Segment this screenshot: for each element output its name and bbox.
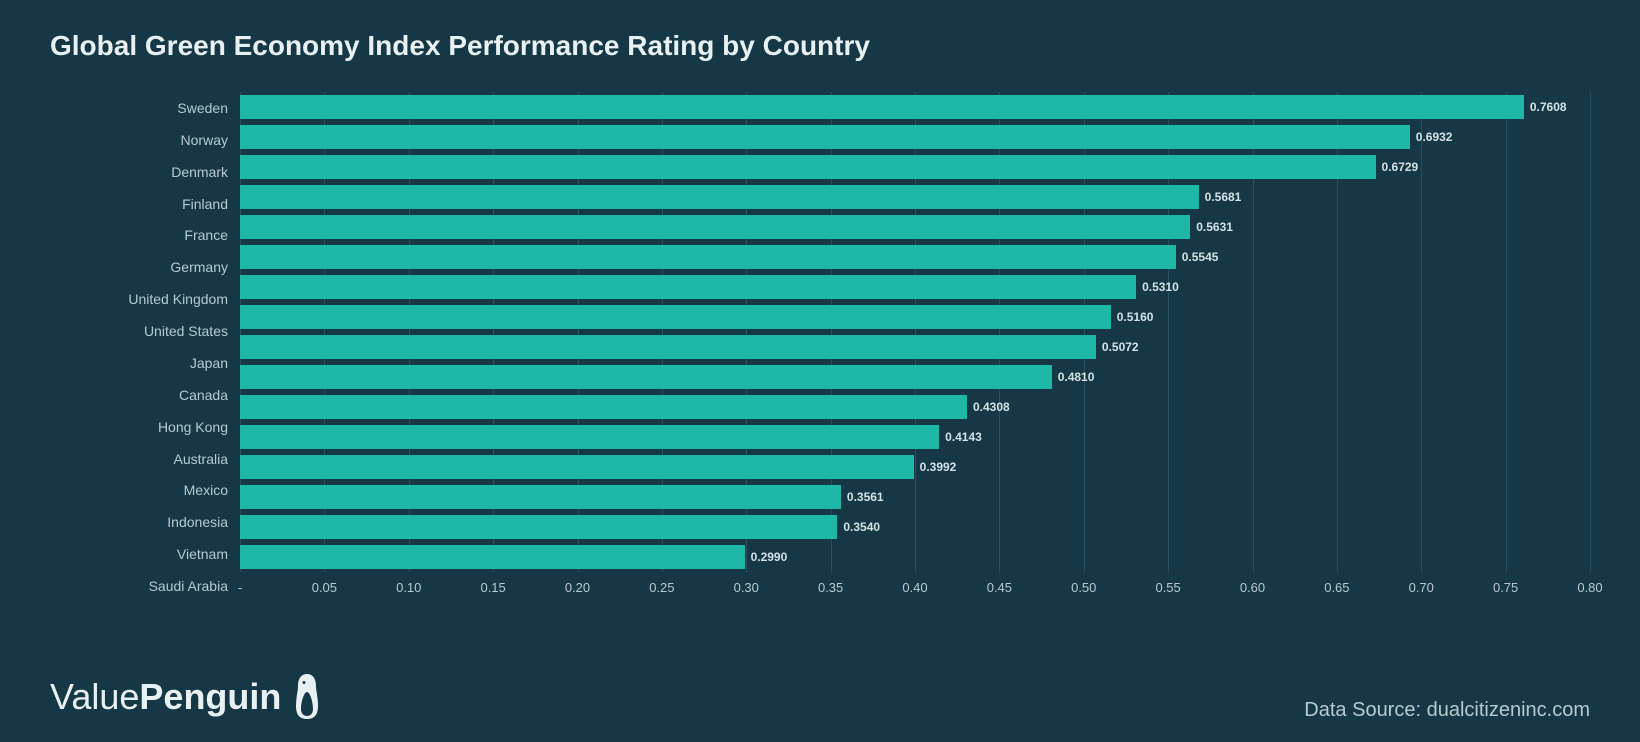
y-axis-label: Australia [50, 443, 240, 475]
bar-value-label: 0.2990 [751, 550, 788, 564]
footer: ValuePenguin Data Source: dualcitizeninc… [50, 632, 1590, 722]
bar: 0.4143 [240, 425, 939, 449]
y-axis-label: United States [50, 315, 240, 347]
bar: 0.5631 [240, 215, 1190, 239]
bar-value-label: 0.3992 [920, 460, 957, 474]
chart-title: Global Green Economy Index Performance R… [50, 30, 1590, 62]
bar-value-label: 0.5631 [1196, 220, 1233, 234]
logo-bold: Penguin [139, 676, 281, 717]
bar-value-label: 0.4308 [973, 400, 1010, 414]
y-axis-label: Saudi Arabia [50, 570, 240, 602]
chart-area: SwedenNorwayDenmarkFinlandFranceGermanyU… [50, 92, 1590, 602]
logo: ValuePenguin [50, 672, 323, 722]
bar-row: 0.6729 [240, 152, 1590, 182]
bar-value-label: 0.6729 [1382, 160, 1419, 174]
bar-value-label: 0.5681 [1205, 190, 1242, 204]
grid-line [1590, 92, 1591, 572]
bar: 0.5072 [240, 335, 1096, 359]
x-axis-label: 0.15 [480, 580, 505, 595]
bar-value-label: 0.7608 [1530, 100, 1567, 114]
x-axis-label: 0.40 [902, 580, 927, 595]
bar: 0.3992 [240, 455, 914, 479]
x-axis-label: 0.80 [1577, 580, 1602, 595]
bar-value-label: 0.3540 [843, 520, 880, 534]
x-axis-label: 0.50 [1071, 580, 1096, 595]
y-axis-label: Vietnam [50, 538, 240, 570]
x-axis-label: 0.35 [818, 580, 843, 595]
bar: 0.4810 [240, 365, 1052, 389]
bar-row: 0.3992 [240, 452, 1590, 482]
bar: 0.5310 [240, 275, 1136, 299]
bar-row: 0.5631 [240, 212, 1590, 242]
bar-row: 0.2990 [240, 542, 1590, 572]
bar-row: 0.5545 [240, 242, 1590, 272]
bar-row: 0.6932 [240, 122, 1590, 152]
bar-row: 0.5681 [240, 182, 1590, 212]
x-axis-label: 0.45 [987, 580, 1012, 595]
bar-row: 0.7608 [240, 92, 1590, 122]
x-axis-label: 0.75 [1493, 580, 1518, 595]
y-axis-labels: SwedenNorwayDenmarkFinlandFranceGermanyU… [50, 92, 240, 602]
bar-row: 0.4810 [240, 362, 1590, 392]
y-axis-label: Finland [50, 188, 240, 220]
bar: 0.5160 [240, 305, 1111, 329]
bar-row: 0.3540 [240, 512, 1590, 542]
y-axis-label: Canada [50, 379, 240, 411]
penguin-icon [291, 672, 323, 722]
bar-value-label: 0.3561 [847, 490, 884, 504]
bar-row: 0.5310 [240, 272, 1590, 302]
x-axis-label: 0.05 [312, 580, 337, 595]
x-axis-label: 0.25 [649, 580, 674, 595]
bar: 0.6932 [240, 125, 1410, 149]
bar-value-label: 0.5072 [1102, 340, 1139, 354]
x-axis-label: 0.20 [565, 580, 590, 595]
bar-row: 0.3561 [240, 482, 1590, 512]
logo-prefix: Value [50, 676, 139, 717]
bar: 0.6729 [240, 155, 1376, 179]
bar-value-label: 0.5160 [1117, 310, 1154, 324]
y-axis-label: United Kingdom [50, 283, 240, 315]
bar: 0.4308 [240, 395, 967, 419]
x-axis-label: 0.60 [1240, 580, 1265, 595]
bar-value-label: 0.5310 [1142, 280, 1179, 294]
y-axis-label: France [50, 220, 240, 252]
y-axis-label: Mexico [50, 475, 240, 507]
y-axis-label: Hong Kong [50, 411, 240, 443]
x-axis-label: 0.30 [734, 580, 759, 595]
x-axis-label: 0.70 [1409, 580, 1434, 595]
y-axis-label: Germany [50, 251, 240, 283]
y-axis-label: Norway [50, 124, 240, 156]
bar: 0.3561 [240, 485, 841, 509]
bar-row: 0.4308 [240, 392, 1590, 422]
x-axis-labels: - 0.05 0.10 0.15 0.20 0.25 0.30 0.35 0.40 0.45 0.5… [240, 576, 1590, 602]
x-axis-label: 0.65 [1324, 580, 1349, 595]
bar: 0.2990 [240, 545, 745, 569]
x-axis-label: 0.55 [1155, 580, 1180, 595]
data-source: Data Source: dualcitizeninc.com [1304, 699, 1590, 722]
y-axis-label: Indonesia [50, 506, 240, 538]
chart-container: Global Green Economy Index Performance R… [0, 0, 1640, 742]
bar-row: 0.4143 [240, 422, 1590, 452]
bar-value-label: 0.5545 [1182, 250, 1219, 264]
y-axis-label: Sweden [50, 92, 240, 124]
bar-row: 0.5160 [240, 302, 1590, 332]
x-axis-label: - [238, 580, 242, 595]
bar-value-label: 0.6932 [1416, 130, 1453, 144]
x-axis-label: 0.10 [396, 580, 421, 595]
bar: 0.3540 [240, 515, 837, 539]
y-axis-label: Denmark [50, 156, 240, 188]
bar-value-label: 0.4810 [1058, 370, 1095, 384]
y-axis-label: Japan [50, 347, 240, 379]
bar: 0.7608 [240, 95, 1524, 119]
plot-area: 0.7608 0.6932 0.6729 0.5681 0.5631 0.5545 0.53… [240, 92, 1590, 602]
bar-row: 0.5072 [240, 332, 1590, 362]
bar-value-label: 0.4143 [945, 430, 982, 444]
bar: 0.5545 [240, 245, 1176, 269]
bar: 0.5681 [240, 185, 1199, 209]
bars-group: 0.7608 0.6932 0.6729 0.5681 0.5631 0.5545 0.53… [240, 92, 1590, 572]
